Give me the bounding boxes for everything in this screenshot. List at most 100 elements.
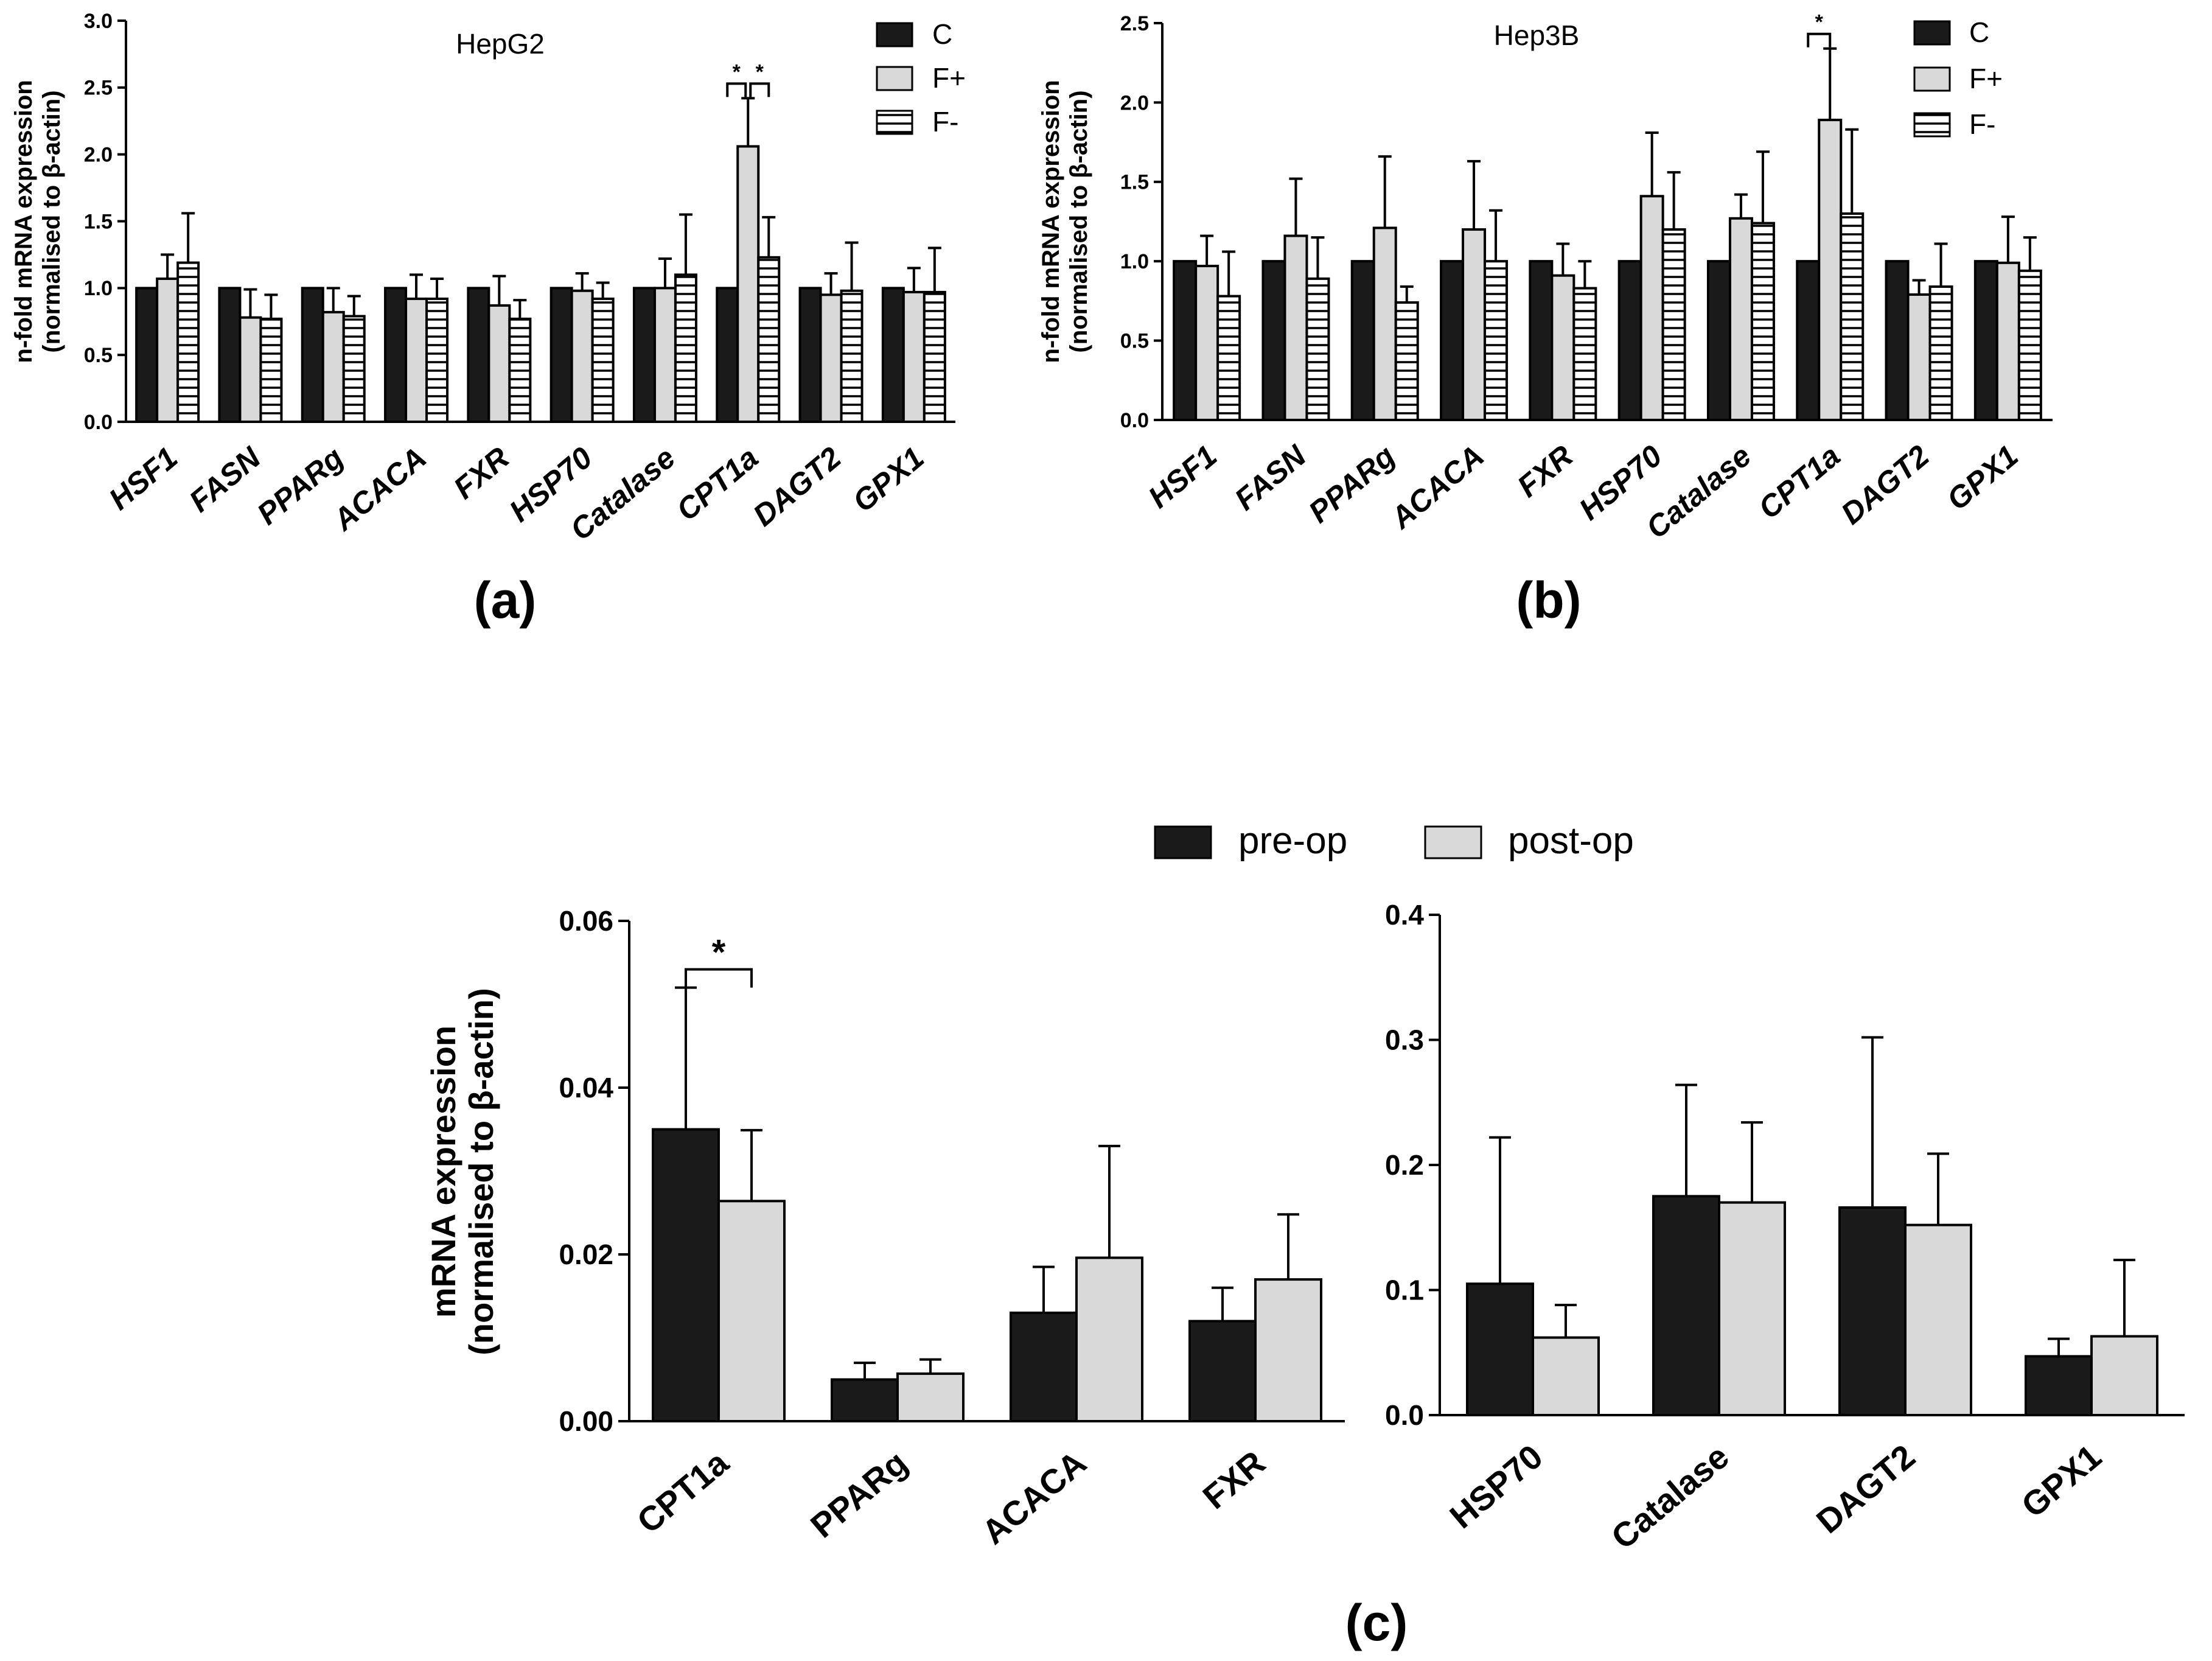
y-axis-label: n-fold mRNA expression bbox=[1038, 80, 1064, 363]
bar-postop bbox=[1254, 1278, 1322, 1423]
bar-c bbox=[218, 287, 242, 424]
y-axis-label-sub: (normalised to β-actin) bbox=[1066, 90, 1092, 352]
bar-f bbox=[1928, 285, 1953, 422]
bar-postop bbox=[896, 1372, 965, 1422]
bar-c bbox=[301, 287, 324, 424]
y-tick-label: 0.06 bbox=[559, 905, 613, 937]
bar-f bbox=[591, 297, 615, 424]
bar-c bbox=[632, 287, 656, 424]
bar-c bbox=[550, 287, 573, 424]
chart-title: Hep3B bbox=[1494, 19, 1580, 51]
bar-c bbox=[1440, 260, 1465, 421]
bar-f bbox=[1283, 234, 1308, 421]
legend-swatch-postop bbox=[1424, 825, 1482, 859]
y-tick-label: 1.5 bbox=[1120, 171, 1149, 194]
legend-c: pre-op post-op bbox=[1154, 820, 1634, 862]
bar-f bbox=[508, 317, 532, 424]
bar-f bbox=[570, 289, 594, 423]
bar-c bbox=[881, 287, 905, 424]
bar-f bbox=[342, 315, 366, 423]
bar-f bbox=[1484, 260, 1509, 421]
bar-f bbox=[176, 261, 200, 423]
bar-f bbox=[321, 310, 345, 424]
bar-preop bbox=[1466, 1282, 1534, 1417]
legend-label-preop: pre-op bbox=[1238, 820, 1347, 862]
bar-f bbox=[1750, 222, 1775, 421]
y-axis-label: n-fold mRNA expression bbox=[10, 80, 37, 363]
y-tick-label: 0.5 bbox=[1120, 330, 1149, 353]
bar-c bbox=[467, 287, 490, 424]
legend-label-c: C bbox=[932, 18, 952, 50]
bar-postop bbox=[717, 1200, 786, 1422]
bar-f bbox=[425, 297, 449, 424]
legend-label-fplus: F+ bbox=[932, 62, 966, 94]
chart-c1: 0.00 0.02 0.04 0.06 mRNA expression (normalis… bbox=[424, 905, 1345, 1551]
bar-f bbox=[1818, 119, 1843, 421]
bar-f bbox=[923, 290, 946, 423]
significance-label: * bbox=[733, 60, 741, 83]
y-tick-label: 0.2 bbox=[1385, 1149, 1424, 1181]
legend-swatch-preop bbox=[1154, 825, 1212, 859]
y-tick-label: 0.0 bbox=[1385, 1399, 1424, 1431]
bar-f bbox=[1639, 195, 1664, 421]
bar-postop bbox=[1075, 1256, 1143, 1422]
bar-c bbox=[1706, 260, 1731, 421]
bar-f bbox=[1572, 287, 1597, 422]
y-tick-label: 0.0 bbox=[1120, 409, 1149, 432]
y-tick-label: 0.3 bbox=[1385, 1024, 1424, 1056]
y-tick-label: 2.5 bbox=[1120, 12, 1149, 35]
bar-f bbox=[1216, 295, 1241, 421]
y-tick-label: 0.5 bbox=[84, 344, 113, 367]
bar-f bbox=[674, 273, 697, 423]
bar-preop bbox=[831, 1378, 899, 1422]
y-axis-label: mRNA expression bbox=[424, 1026, 462, 1318]
bar-f bbox=[239, 316, 262, 423]
y-tick-label: 0.02 bbox=[559, 1239, 613, 1270]
bar-c bbox=[135, 287, 159, 424]
bar-f bbox=[1661, 228, 1686, 421]
bar-f bbox=[1462, 228, 1487, 421]
bar-f bbox=[1394, 301, 1419, 421]
bar-f bbox=[757, 256, 781, 423]
significance-bracket bbox=[749, 82, 770, 97]
y-tick-label: 1.5 bbox=[84, 210, 113, 233]
bar-c bbox=[716, 287, 739, 424]
y-tick-label: 2.5 bbox=[84, 77, 113, 100]
bar-f bbox=[1995, 261, 2020, 421]
bar-postop bbox=[2090, 1335, 2158, 1416]
bar-f bbox=[1728, 217, 1753, 421]
bar-f bbox=[1372, 226, 1397, 421]
significance-bracket bbox=[685, 968, 753, 988]
y-axis-label-sub: (normalised to β-actin) bbox=[38, 90, 65, 352]
legend-label-fminus: F- bbox=[1969, 108, 1995, 140]
bar-f bbox=[1195, 265, 1219, 421]
bar-preop bbox=[652, 1128, 720, 1422]
bar-f bbox=[1907, 293, 1931, 421]
legend-swatch-fplus bbox=[1913, 66, 1951, 92]
bar-f bbox=[405, 297, 428, 424]
y-tick-label: 3.0 bbox=[84, 10, 113, 33]
legend-a: C F+ F- bbox=[876, 18, 966, 138]
y-tick-label: 1.0 bbox=[84, 277, 113, 300]
bar-postop bbox=[1904, 1223, 1972, 1416]
bar-c bbox=[1885, 260, 1910, 421]
bar-c bbox=[1350, 260, 1375, 421]
chart-title: HepG2 bbox=[456, 28, 545, 60]
legend-b: C F+ F- bbox=[1913, 16, 2003, 140]
bar-preop bbox=[2025, 1355, 2093, 1417]
legend-swatch-fminus bbox=[1913, 112, 1951, 138]
y-tick-label: 0.4 bbox=[1385, 899, 1424, 931]
panel-label-a: (a) bbox=[474, 572, 537, 629]
legend-label-postop: post-op bbox=[1508, 820, 1634, 862]
legend-swatch-fminus bbox=[876, 110, 913, 135]
bar-c bbox=[1973, 260, 1998, 421]
bar-f bbox=[156, 277, 180, 423]
bar-f bbox=[902, 290, 926, 423]
y-tick-label: 1.0 bbox=[1120, 250, 1149, 273]
y-tick-label: 2.0 bbox=[84, 144, 113, 167]
bar-preop bbox=[1652, 1195, 1720, 1416]
legend-swatch-c bbox=[1913, 20, 1951, 46]
y-tick-label: 0.00 bbox=[559, 1405, 613, 1437]
significance-bracket bbox=[726, 82, 747, 97]
